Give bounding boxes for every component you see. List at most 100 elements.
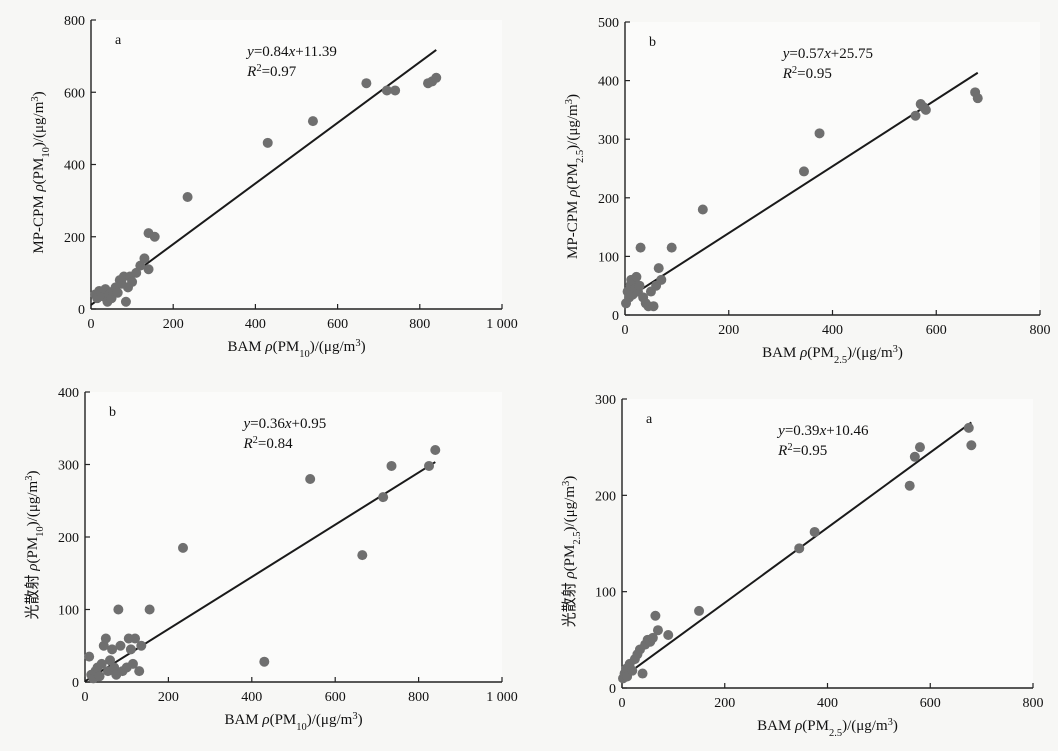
x-tick-label: 600: [926, 323, 947, 338]
data-point: [130, 633, 141, 644]
regression-equation: y=0.57x+25.75: [781, 46, 873, 62]
data-point: [627, 665, 638, 676]
data-point: [809, 526, 820, 537]
data-point: [910, 110, 921, 121]
data-point: [120, 296, 131, 307]
x-tick-label: 400: [822, 323, 843, 338]
x-tick-label: 0: [88, 317, 95, 332]
x-tick-label: 800: [409, 317, 430, 332]
r-squared: R2=0.95: [782, 65, 832, 83]
x-tick-label: 800: [1030, 323, 1051, 338]
data-point: [136, 640, 147, 651]
y-tick-label: 300: [595, 393, 616, 408]
y-axis-label: MP-CPM ρ(PM2.5)/(μg/m3): [564, 94, 586, 259]
x-tick-label: 800: [1023, 696, 1044, 711]
y-tick-label: 400: [64, 159, 85, 174]
y-axis-label: 光散射 ρ(PM2.5)/(μg/m3): [561, 476, 583, 628]
chart-panel-1: 0 200 400 600 800 0 100 200 300 400 500 BAM ρ(PM2.5…: [564, 16, 1051, 366]
data-point: [963, 422, 974, 433]
chart-panel-0: 0 200 400 600 800 1 000 0 200 400 600 800 BAM ρ(PM1…: [30, 14, 518, 360]
y-tick-label: 300: [598, 133, 619, 148]
plot-area: [625, 22, 1040, 315]
data-point: [390, 85, 401, 96]
data-point: [112, 287, 123, 298]
x-tick-label: 1 000: [486, 317, 518, 332]
y-tick-label: 0: [72, 676, 79, 691]
data-point: [305, 474, 316, 484]
x-axis-label: BAM ρ(PM10)/(μg/m3): [224, 711, 362, 733]
data-point: [634, 280, 645, 291]
data-point: [648, 301, 659, 312]
panel-label: b: [109, 405, 116, 420]
panel-label: a: [646, 412, 653, 427]
plot-area: [622, 399, 1033, 688]
x-tick-label: 200: [714, 696, 735, 711]
data-point: [107, 644, 118, 655]
data-point: [652, 625, 663, 636]
data-point: [182, 192, 193, 203]
data-point: [113, 604, 124, 615]
y-tick-label: 800: [64, 14, 85, 29]
y-axis-label: MP-CPM ρ(PM10)/(μg/m3): [30, 91, 52, 253]
regression-equation: y=0.36x+0.95: [241, 416, 326, 432]
data-point: [635, 242, 646, 253]
y-tick-label: 100: [58, 604, 79, 619]
chart-panel-3: 0 200 400 600 800 0 100 200 300 BAM ρ(PM2.5)/(μg/…: [561, 393, 1044, 739]
x-tick-label: 200: [163, 317, 184, 332]
x-tick-label: 800: [408, 690, 429, 705]
data-point: [694, 605, 705, 616]
x-tick-label: 600: [325, 690, 346, 705]
data-point: [386, 460, 397, 471]
fit-line: [90, 49, 437, 306]
y-tick-label: 100: [598, 250, 619, 265]
data-point: [381, 85, 392, 96]
r-squared: R2=0.95: [777, 442, 827, 460]
y-tick-label: 500: [598, 16, 619, 31]
y-tick-label: 200: [598, 192, 619, 207]
chart-panel-2: 0 200 400 600 800 1 000 0 100 200 300 400 BAM ρ(PM1…: [24, 386, 518, 733]
data-point: [631, 271, 642, 282]
x-axis-label: BAM ρ(PM2.5)/(μg/m3): [757, 717, 898, 739]
panel-label: a: [115, 33, 122, 48]
y-tick-label: 0: [609, 682, 616, 697]
y-tick-label: 0: [612, 309, 619, 324]
x-tick-label: 200: [718, 323, 739, 338]
x-axis-label: BAM ρ(PM10)/(μg/m3): [227, 338, 365, 360]
data-point: [430, 445, 441, 455]
data-point: [96, 658, 107, 669]
data-point: [127, 658, 138, 669]
data-point: [966, 440, 977, 451]
data-point: [100, 633, 111, 644]
data-point: [637, 668, 648, 679]
panel-label: b: [649, 35, 656, 50]
regression-equation: y=0.84x+11.39: [245, 44, 337, 60]
data-point: [307, 116, 318, 127]
x-tick-label: 600: [920, 696, 941, 711]
data-point: [650, 610, 661, 621]
data-point: [361, 78, 372, 89]
data-point: [697, 204, 708, 215]
x-tick-label: 1 000: [486, 690, 518, 705]
data-point: [647, 632, 658, 643]
data-point: [84, 651, 95, 662]
r-squared: R2=0.97: [246, 63, 297, 81]
data-point: [378, 492, 389, 503]
data-point: [262, 137, 273, 148]
data-point: [798, 166, 809, 177]
data-point: [914, 442, 925, 453]
data-point: [139, 253, 150, 264]
data-point: [653, 263, 664, 274]
data-point: [972, 93, 983, 104]
data-point: [920, 104, 931, 115]
data-point: [149, 231, 160, 242]
x-tick-label: 600: [327, 317, 348, 332]
plot-area: [91, 20, 502, 309]
data-point: [94, 671, 105, 682]
data-point: [656, 274, 667, 285]
y-tick-label: 200: [64, 231, 85, 246]
data-point: [134, 666, 145, 677]
data-point: [424, 460, 435, 471]
r-squared: R2=0.84: [242, 435, 293, 453]
y-axis-label: 光散射 ρ(PM10)/(μg/m3): [24, 471, 46, 620]
